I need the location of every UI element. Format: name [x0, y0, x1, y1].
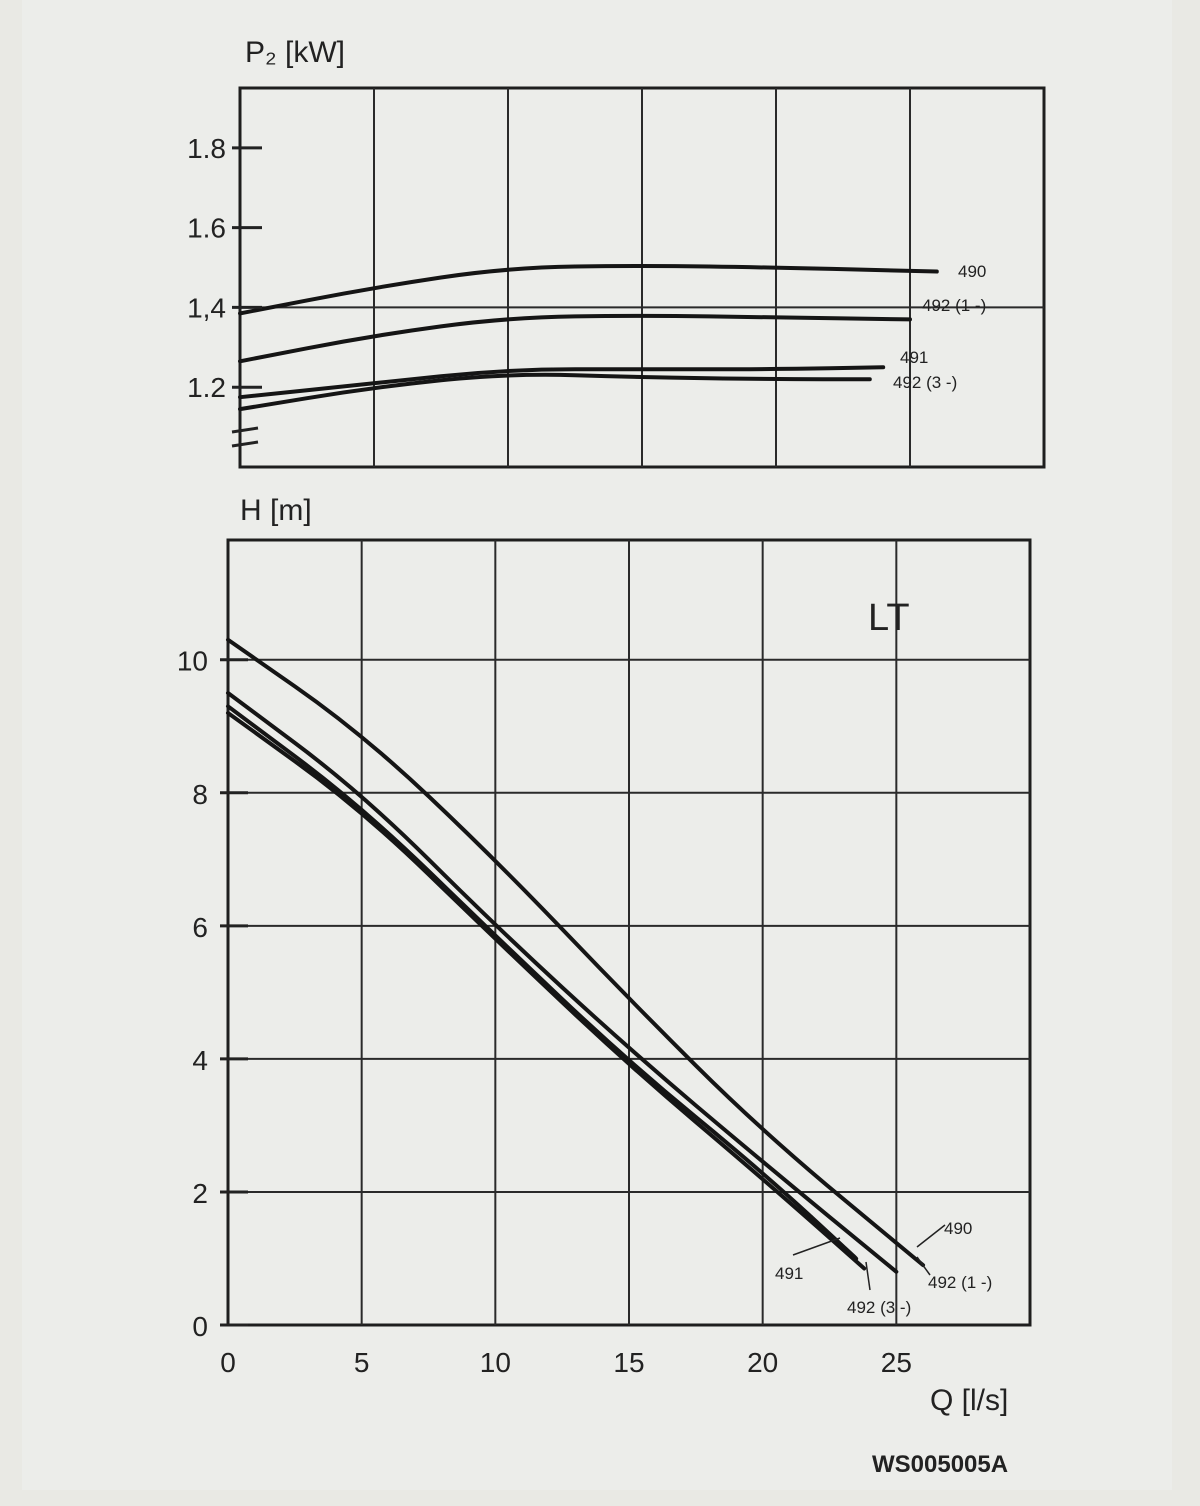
power-series-line-490	[238, 264, 939, 316]
head-x-tick-label-2: 10	[480, 1347, 511, 1378]
head-y-tick-label-5: 0	[192, 1311, 208, 1342]
head-x-tick-label-5: 25	[881, 1347, 912, 1378]
head-chart-y-ticks: 10 8 6 4 2 0	[177, 646, 248, 1342]
power-chart-y-ticks: 1.8 1.6 1,4 1.2	[187, 133, 262, 448]
power-series-line-492-1	[238, 313, 912, 364]
head-y-tick-label-3: 4	[192, 1045, 208, 1076]
power-chart-grid	[238, 86, 1046, 469]
flow-axis-label: Q [l/s]	[930, 1384, 1008, 1417]
axis-break-mark	[231, 426, 259, 448]
head-chart-grid	[226, 538, 1032, 1327]
head-series-line-490	[226, 637, 926, 1268]
head-series-label-492-1: 492 (1 -)	[928, 1273, 992, 1292]
power-series-label-492-3: 492 (3 -)	[893, 373, 957, 392]
head-y-tick-label-1: 8	[192, 779, 208, 810]
power-y-tick-label-0: 1.8	[187, 133, 226, 164]
power-chart: 1.8 1.6 1,4 1.2 P₂ [kW] 490 492 (1 -) 491 4…	[187, 36, 1046, 469]
power-series-line-491	[238, 365, 886, 400]
head-chart-series	[226, 637, 926, 1274]
head-y-tick-label-0: 10	[177, 646, 208, 677]
leader-line-490	[916, 1224, 946, 1248]
power-y-tick-label-1: 1.6	[187, 213, 226, 244]
head-series-line-492-3	[226, 710, 867, 1271]
power-y-tick-label-2: 1,4	[187, 292, 226, 323]
leader-line-492-3	[865, 1261, 871, 1291]
power-series-label-490: 490	[958, 262, 986, 281]
power-series-label-492-1: 492 (1 -)	[922, 296, 986, 315]
head-series-line-491	[226, 704, 859, 1261]
power-series-line-492-3	[238, 372, 872, 412]
head-x-tick-label-4: 20	[747, 1347, 778, 1378]
head-x-tick-label-1: 5	[354, 1347, 370, 1378]
head-axis-label: H [m]	[240, 494, 312, 527]
head-y-tick-label-4: 2	[192, 1178, 208, 1209]
leader-line-491	[792, 1237, 841, 1256]
head-chart-x-ticks: 0 5 10 15 20 25	[220, 1347, 912, 1378]
power-axis-label: P₂ [kW]	[245, 36, 345, 69]
power-chart-series	[238, 264, 939, 412]
head-y-tick-label-2: 6	[192, 912, 208, 943]
chart-sheet	[22, 0, 1172, 1490]
chart-title-lt: LT	[868, 597, 910, 639]
power-series-label-491: 491	[900, 348, 928, 367]
leader-line-492-1	[916, 1256, 931, 1276]
power-y-tick-label-3: 1.2	[187, 372, 226, 403]
head-x-tick-label-3: 15	[613, 1347, 644, 1378]
figure-code: WS005005A	[872, 1451, 1008, 1478]
head-series-line-492-1	[226, 691, 899, 1274]
head-series-label-490: 490	[944, 1219, 972, 1238]
head-series-label-491: 491	[775, 1264, 803, 1283]
head-series-label-492-3: 492 (3 -)	[847, 1298, 911, 1317]
head-x-tick-label-0: 0	[220, 1347, 236, 1378]
